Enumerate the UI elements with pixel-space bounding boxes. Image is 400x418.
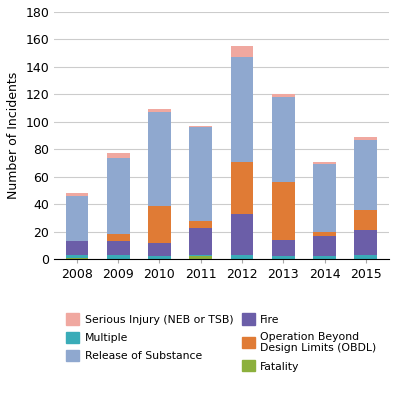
Bar: [107, 234, 130, 241]
Bar: [107, 255, 130, 259]
Bar: [66, 193, 88, 196]
Bar: [107, 241, 130, 255]
Bar: [354, 230, 377, 255]
Bar: [354, 210, 377, 230]
Bar: [190, 126, 212, 127]
Bar: [190, 127, 212, 221]
Bar: [231, 255, 253, 259]
Bar: [148, 206, 171, 243]
Bar: [272, 94, 295, 97]
Bar: [231, 46, 253, 57]
Bar: [66, 241, 88, 255]
Bar: [354, 255, 377, 259]
Bar: [231, 162, 253, 214]
Bar: [107, 158, 130, 234]
Bar: [66, 196, 88, 241]
Bar: [66, 255, 88, 258]
Bar: [354, 140, 377, 210]
Bar: [148, 256, 171, 259]
Bar: [272, 182, 295, 240]
Bar: [190, 255, 212, 256]
Bar: [272, 256, 295, 259]
Bar: [313, 256, 336, 259]
Bar: [272, 240, 295, 256]
Bar: [107, 153, 130, 158]
Bar: [313, 232, 336, 236]
Bar: [313, 162, 336, 164]
Bar: [148, 110, 171, 112]
Bar: [354, 137, 377, 140]
Legend: Serious Injury (NEB or TSB), Multiple, Release of Substance, Fire, Operation Bey: Serious Injury (NEB or TSB), Multiple, R…: [62, 309, 381, 376]
Bar: [66, 258, 88, 259]
Bar: [148, 112, 171, 206]
Bar: [231, 57, 253, 162]
Bar: [190, 256, 212, 259]
Bar: [313, 236, 336, 256]
Bar: [148, 243, 171, 256]
Bar: [190, 227, 212, 255]
Bar: [313, 164, 336, 232]
Bar: [190, 221, 212, 227]
Bar: [231, 214, 253, 255]
Y-axis label: Number of Incidents: Number of Incidents: [7, 72, 20, 199]
Bar: [272, 97, 295, 182]
